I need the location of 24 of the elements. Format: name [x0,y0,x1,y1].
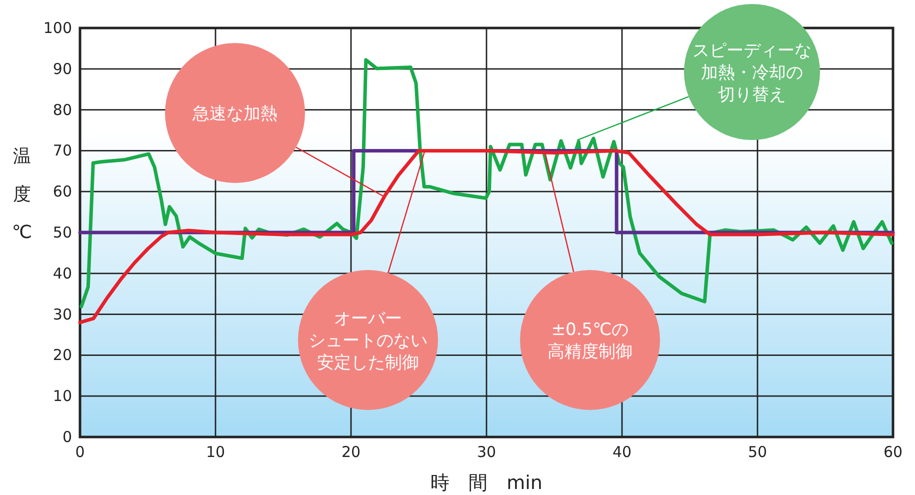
y-tick-label: 90 [52,60,72,78]
y-tick-label: 70 [52,142,72,160]
y-tick-label: 60 [52,182,72,201]
x-axis-title: 時 間 min [430,472,542,494]
y-tick-label: 100 [43,19,72,37]
annotation: スピーディーな加熱・冷却の切り替え [692,41,812,105]
y-axis-title: 温度℃ [12,146,32,243]
annotation: ±0.5℃の高精度制御 [548,320,632,362]
x-tick-label: 60 [883,443,903,461]
y-tick-label: 30 [52,305,72,324]
y-tick-label: 10 [52,387,72,406]
x-tick-label: 10 [206,443,226,461]
y-tick-label: 20 [52,346,72,364]
y-tick-label: 50 [52,224,72,242]
y-tick-label: 40 [52,264,72,282]
x-tick-label: 50 [748,443,768,461]
x-tick-label: 20 [341,443,361,461]
annotation: 急速な加熱 [192,104,278,124]
x-tick-label: 0 [75,443,85,461]
annotation: オーバーシュートのない安定した制御 [308,309,428,373]
y-tick-label: 80 [52,100,72,119]
y-tick-label: 0 [62,428,72,446]
x-tick-label: 40 [612,443,632,461]
x-tick-label: 30 [476,443,496,461]
